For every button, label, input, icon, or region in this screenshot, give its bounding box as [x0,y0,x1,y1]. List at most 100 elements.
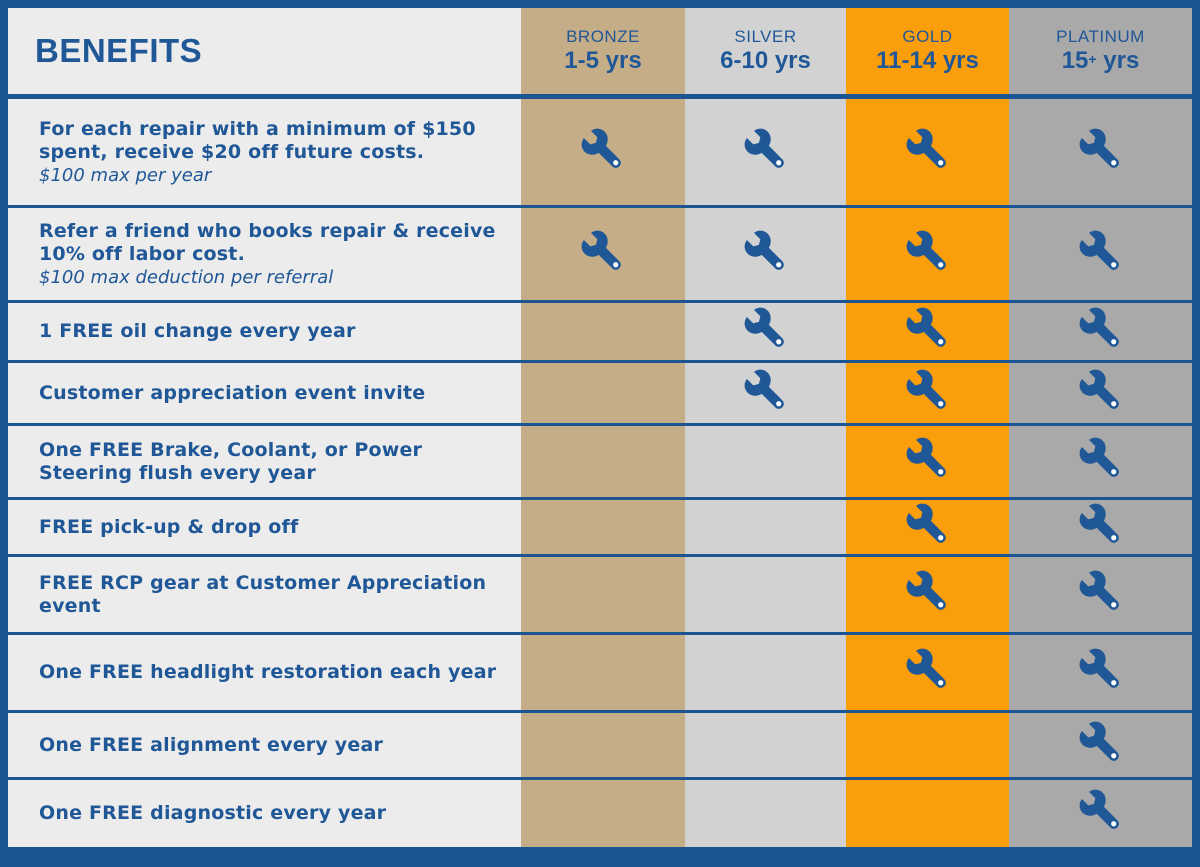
tier-cell-gold [846,300,1009,360]
wrench-icon [577,124,629,181]
tier-name: SILVER [734,27,797,46]
benefit-cell: FREE RCP gear at Customer Appreciation e… [8,554,521,632]
tier-cell-platinum [1009,423,1192,497]
benefit-cell: One FREE headlight restoration each year [8,632,521,710]
benefit-cell: One FREE alignment every year [8,710,521,777]
tier-cell-gold [846,205,1009,300]
tier-header-bronze: BRONZE 1-5 yrs [521,8,685,94]
tier-header-platinum: PLATINUM 15+ yrs [1009,8,1192,94]
benefit-cell: For each repair with a minimum of $150 s… [8,94,521,205]
wrench-icon [902,566,954,623]
tier-name: GOLD [902,27,953,46]
tier-cell-platinum [1009,777,1192,847]
tier-cell-silver [685,497,846,554]
tier-cell-platinum [1009,632,1192,710]
benefit-text: For each repair with a minimum of $150 s… [39,117,476,163]
benefit-note: $100 max deduction per referral [39,266,334,288]
tier-cell-silver [685,710,846,777]
tier-cell-silver [685,360,846,423]
benefit-cell: FREE pick-up & drop off [8,497,521,554]
tier-cell-gold [846,423,1009,497]
tier-years: 1-5 yrs [564,47,642,74]
benefit-cell: 1 FREE oil change every year [8,300,521,360]
wrench-icon [902,303,954,360]
tier-cell-bronze [521,554,685,632]
wrench-icon [1075,303,1127,360]
page-title: BENEFITS [35,32,203,69]
tier-cell-gold [846,360,1009,423]
benefit-text: FREE pick-up & drop off [39,515,299,538]
wrench-icon [1075,124,1127,181]
tier-cell-gold [846,94,1009,205]
tier-cell-bronze [521,360,685,423]
tier-cell-bronze [521,423,685,497]
wrench-icon [902,226,954,283]
benefit-text: Refer a friend who books repair & receiv… [39,219,496,265]
tier-cell-gold [846,554,1009,632]
benefit-cell: Customer appreciation event invite [8,360,521,423]
wrench-icon [902,644,954,701]
benefit-cell: One FREE diagnostic every year [8,777,521,847]
wrench-icon [740,365,792,422]
benefit-cell: One FREE Brake, Coolant, or Power Steeri… [8,423,521,497]
tier-cell-gold [846,710,1009,777]
benefits-title-cell: BENEFITS [8,8,521,94]
tier-name: PLATINUM [1056,27,1145,46]
wrench-icon [1075,566,1127,623]
tier-cell-platinum [1009,360,1192,423]
tier-cell-silver [685,300,846,360]
tier-years-number: 15 [1061,47,1089,74]
wrench-icon [902,499,954,556]
wrench-icon [577,226,629,283]
tier-cell-platinum [1009,205,1192,300]
tier-cell-platinum [1009,300,1192,360]
tier-years-plus: + [1088,51,1097,67]
tier-cell-gold [846,777,1009,847]
benefit-cell: Refer a friend who books repair & receiv… [8,205,521,300]
wrench-icon [1075,226,1127,283]
wrench-icon [1075,365,1127,422]
tier-header-gold: GOLD 11-14 yrs [846,8,1009,94]
benefit-text: One FREE Brake, Coolant, or Power Steeri… [39,438,423,484]
tier-cell-bronze [521,777,685,847]
benefit-note: $100 max per year [39,164,212,186]
wrench-icon [902,433,954,490]
wrench-icon [740,124,792,181]
benefit-text: One FREE headlight restoration each year [39,661,497,683]
tier-cell-platinum [1009,710,1192,777]
tier-header-silver: SILVER 6-10 yrs [685,8,846,94]
benefit-text: One FREE diagnostic every year [39,802,387,824]
tier-cell-silver [685,554,846,632]
tier-cell-platinum [1009,497,1192,554]
tier-years: 11-14 yrs [876,47,979,74]
tier-cell-bronze [521,205,685,300]
tier-cell-bronze [521,710,685,777]
tier-cell-silver [685,632,846,710]
benefit-text: FREE RCP gear at Customer Appreciation e… [39,571,487,617]
tier-cell-silver [685,423,846,497]
tier-cell-silver [685,94,846,205]
wrench-icon [1075,433,1127,490]
wrench-icon [1075,499,1127,556]
tier-cell-bronze [521,497,685,554]
benefit-text: 1 FREE oil change every year [39,320,356,342]
tier-years: 6-10 yrs [720,47,811,74]
wrench-icon [1075,785,1127,842]
wrench-icon [1075,717,1127,774]
benefit-text: One FREE alignment every year [39,733,384,756]
tier-cell-bronze [521,300,685,360]
tier-cell-bronze [521,632,685,710]
tier-name: BRONZE [566,27,640,46]
wrench-icon [740,226,792,283]
tier-years: 15+ yrs [1062,47,1140,75]
wrench-icon [1075,644,1127,701]
wrench-icon [902,365,954,422]
tier-cell-silver [685,205,846,300]
tier-cell-platinum [1009,554,1192,632]
tier-cell-platinum [1009,94,1192,205]
benefits-table: BENEFITS BRONZE 1-5 yrs SILVER 6-10 yrs … [8,8,1192,859]
tier-cell-silver [685,777,846,847]
tier-cell-gold [846,632,1009,710]
tier-cell-gold [846,497,1009,554]
